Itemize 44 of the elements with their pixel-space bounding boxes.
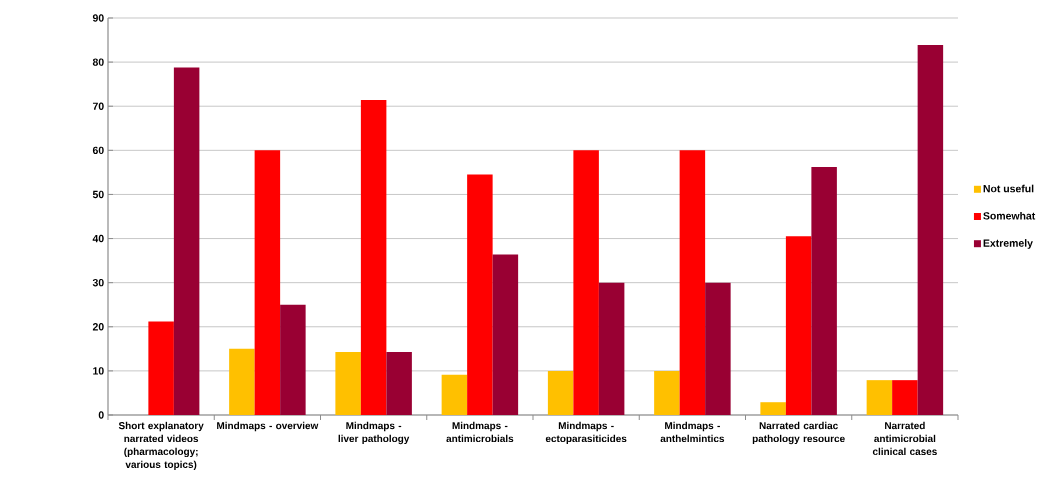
x-tick-label: Mindmaps - ectoparasiticides [545,421,627,445]
bar [866,380,893,415]
bar [467,174,493,415]
y-tick-label: 0 [98,411,104,419]
legend-label: Extremely [983,239,1033,249]
y-tick-label: 60 [92,146,104,155]
y-tick-label: 70 [92,102,104,110]
bar [173,67,200,415]
y-tick-label: 10 [93,367,104,375]
bar [785,236,812,415]
bar [492,254,519,415]
bar [811,167,837,415]
bar [760,402,786,415]
x-tick-label: Short explanatory narrated videos (pharmacology; various topics) [118,421,204,470]
bar [441,374,468,415]
bar [386,351,412,415]
x-tick-label: Mindmaps - overview [217,421,319,432]
bar [280,304,306,415]
bar [229,348,255,415]
x-tick-label: Mindmaps - antimicrobials [446,421,514,443]
x-tick-label: Mindmaps - liver pathology [338,421,410,445]
y-tick-label: 80 [92,58,104,66]
bar [917,44,944,415]
bar [598,282,625,415]
x-tick-label: Narrated cardiac pathology resource [752,421,845,445]
legend-label: Somewhat [983,211,1036,220]
y-tick-label: 50 [92,190,104,199]
bar [360,100,387,415]
y-tick-label: 40 [92,234,104,243]
bar [892,380,918,415]
legend-label: Not useful [983,184,1034,193]
bar [254,150,281,415]
y-tick-label: 20 [92,323,104,331]
bar [335,351,361,415]
bar [705,282,731,415]
y-tick-label: 90 [92,14,104,22]
x-tick-label: Narrated antimicrobial clinical cases [872,421,937,456]
bar [547,370,574,415]
bar [654,370,680,415]
bar [148,321,174,415]
y-tick-label: 30 [92,278,104,287]
bar [679,150,706,415]
bar [573,150,599,415]
x-tick-label: Mindmaps - anthelmintics [660,421,725,443]
